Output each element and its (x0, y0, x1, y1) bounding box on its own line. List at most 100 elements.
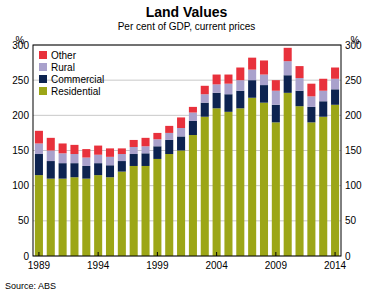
bar-segment (224, 94, 232, 112)
x-tick-label: 1989 (28, 260, 51, 271)
bar-segment (296, 91, 304, 106)
bar-segment (35, 175, 43, 256)
bar-segment (248, 70, 256, 81)
subtitle: Per cent of GDP, current prices (118, 21, 256, 32)
x-tick (335, 252, 336, 256)
bar-segment (142, 138, 150, 146)
bar-segment (248, 98, 256, 256)
legend-swatch (39, 63, 47, 71)
x-tick (275, 252, 276, 256)
bar-segment (189, 135, 197, 256)
bar-segment (106, 148, 114, 156)
y2-tick-label: 200 (345, 110, 362, 121)
x-tick-label: 2004 (205, 260, 228, 271)
bar-segment (272, 91, 280, 105)
bar-segment (118, 172, 126, 256)
bar-segment (213, 108, 221, 256)
bar-segment (118, 148, 126, 154)
bar-segment (272, 122, 280, 256)
bar-segment (284, 93, 292, 256)
title: Land Values (146, 4, 228, 20)
bar-segment (189, 107, 197, 113)
bar-segment (307, 96, 315, 107)
legend-label: Other (51, 50, 77, 61)
bar-segment (319, 79, 327, 91)
bar-segment (106, 177, 114, 256)
source: Source: ABS (5, 281, 56, 291)
bar-segment (189, 113, 197, 121)
legend-label: Residential (51, 86, 100, 97)
bar-segment (118, 161, 126, 172)
bar-segment (130, 154, 138, 166)
bar-segment (82, 179, 90, 256)
bar-segment (35, 143, 43, 154)
legend-label: Commercial (51, 74, 104, 85)
x-tick-label: 1994 (87, 260, 110, 271)
bar-segment (142, 146, 150, 153)
bar-segment (94, 146, 102, 155)
y-tick-label: 200 (12, 110, 29, 121)
bar-segment (213, 75, 221, 85)
bar-segment (165, 133, 173, 140)
bars (35, 48, 339, 256)
bar-segment (59, 153, 67, 163)
plot-frame (33, 45, 341, 256)
bar-segment (224, 75, 232, 84)
grid-line (33, 185, 341, 186)
bar-segment (236, 108, 244, 256)
bar-segment (177, 128, 185, 136)
bar-segment (130, 166, 138, 256)
x-tick (157, 252, 158, 256)
legend-swatch (39, 75, 47, 83)
bar-segment (224, 84, 232, 95)
bar-segment (272, 80, 280, 91)
bar-segment (142, 153, 150, 166)
legend-swatch (39, 51, 47, 59)
bar-segment (319, 117, 327, 256)
y2-tick-label: 300 (345, 40, 362, 51)
bar-segment (47, 151, 55, 162)
x-tick-label: 1999 (146, 260, 169, 271)
y2-tick-label: 150 (345, 145, 362, 156)
bar-segment (153, 133, 161, 139)
bar-segment (307, 84, 315, 97)
bar-segment (177, 151, 185, 257)
bar-segment (59, 163, 67, 178)
bar-segment (201, 94, 209, 102)
bar-segment (319, 101, 327, 116)
y-tick-label: 50 (18, 215, 30, 226)
bar-segment (284, 48, 292, 61)
x-tick-label: 2014 (324, 260, 347, 271)
bar-segment (284, 61, 292, 75)
bar-segment (47, 179, 55, 256)
bar-segment (319, 91, 327, 102)
bar-segment (153, 159, 161, 256)
y2-tick-label: 50 (345, 215, 357, 226)
chart: Land ValuesPer cent of GDP, current pric… (0, 0, 373, 295)
legend-swatch (39, 87, 47, 95)
grid-line (33, 150, 341, 151)
bar-segment (236, 80, 244, 91)
bar-segment (165, 126, 173, 133)
bar-segment (331, 79, 339, 90)
bar-segment (296, 78, 304, 91)
bar-segment (201, 86, 209, 94)
x-tick (98, 252, 99, 256)
bar-segment (248, 80, 256, 98)
bar-segment (70, 145, 78, 154)
bar-segment (47, 138, 55, 151)
bar-segment (307, 107, 315, 122)
bar-segment (35, 131, 43, 144)
bar-segment (224, 112, 232, 256)
bar-segment (130, 140, 138, 147)
y-tick-label: 100 (12, 180, 29, 191)
bar-segment (106, 157, 114, 165)
bar-segment (272, 105, 280, 123)
bar-segment (236, 68, 244, 81)
bar-segment (260, 60, 268, 74)
bar-segment (296, 106, 304, 256)
bar-segment (94, 175, 102, 256)
bar-segment (331, 89, 339, 104)
bar-segment (260, 103, 268, 256)
bar-segment (59, 179, 67, 256)
